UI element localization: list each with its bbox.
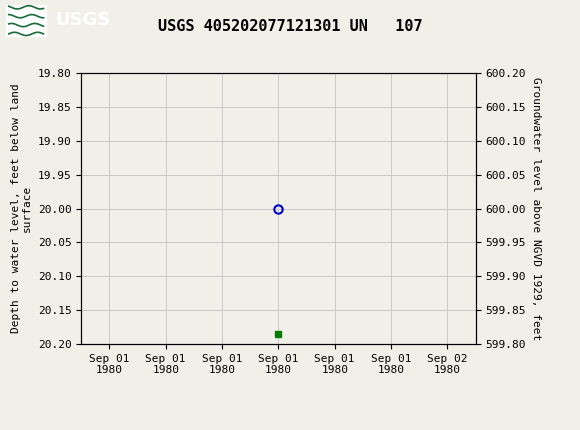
Text: USGS: USGS	[55, 12, 110, 29]
Text: USGS 405202077121301 UN   107: USGS 405202077121301 UN 107	[158, 19, 422, 34]
Y-axis label: Groundwater level above NGVD 1929, feet: Groundwater level above NGVD 1929, feet	[531, 77, 541, 340]
Y-axis label: Depth to water level, feet below land
surface: Depth to water level, feet below land su…	[10, 84, 32, 333]
FancyBboxPatch shape	[6, 5, 46, 36]
Legend: Period of approved data: Period of approved data	[170, 429, 387, 430]
